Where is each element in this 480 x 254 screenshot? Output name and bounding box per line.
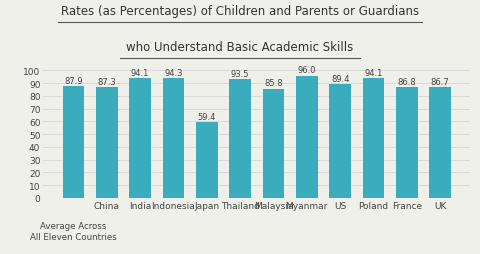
Text: 86.8: 86.8	[397, 78, 416, 87]
Text: 89.4: 89.4	[331, 75, 349, 84]
Text: 87.9: 87.9	[64, 76, 83, 85]
Text: 85.8: 85.8	[264, 79, 283, 88]
Bar	[96, 87, 118, 198]
Bar	[62, 86, 84, 198]
Bar	[363, 79, 384, 198]
Text: 94.1: 94.1	[131, 69, 149, 78]
Bar	[196, 123, 217, 198]
Text: Average Across
All Eleven Countries: Average Across All Eleven Countries	[30, 221, 117, 241]
Text: 59.4: 59.4	[198, 113, 216, 122]
Bar	[296, 76, 318, 198]
Bar	[263, 89, 284, 198]
Text: Rates (as Percentages) of Children and Parents or Guardians: Rates (as Percentages) of Children and P…	[61, 5, 419, 18]
Text: 94.1: 94.1	[364, 69, 383, 78]
Bar	[129, 79, 151, 198]
Text: 93.5: 93.5	[231, 69, 250, 78]
Bar	[329, 85, 351, 198]
Bar	[229, 79, 251, 198]
Bar	[396, 88, 418, 198]
Text: 87.3: 87.3	[97, 77, 116, 86]
Text: who Understand Basic Academic Skills: who Understand Basic Academic Skills	[126, 40, 354, 53]
Text: 86.7: 86.7	[431, 78, 450, 87]
Text: 96.0: 96.0	[298, 66, 316, 75]
Bar	[163, 78, 184, 198]
Bar	[429, 88, 451, 198]
Text: 94.3: 94.3	[164, 68, 183, 77]
